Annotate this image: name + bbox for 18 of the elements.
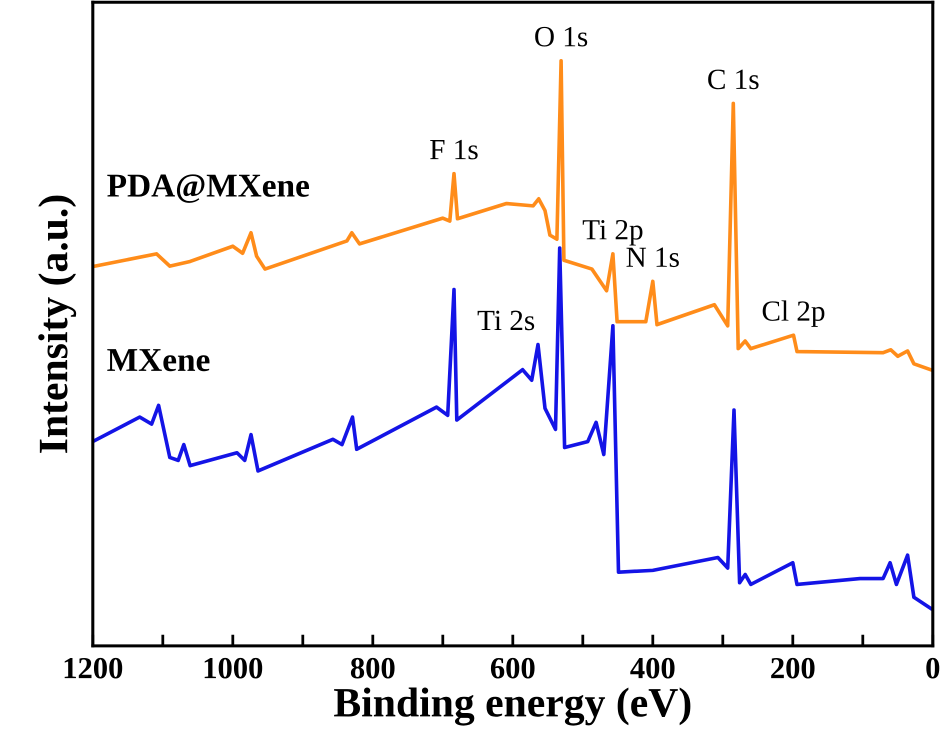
y-axis-title: Intensity (a.u.)	[38, 196, 76, 453]
x-tick-label: 1200	[64, 658, 122, 678]
x-tick-label: 200	[771, 658, 815, 678]
x-tick-label: 800	[350, 658, 395, 678]
series-label: PDA@MXene	[107, 174, 310, 203]
annotation: Cl 2p	[762, 300, 824, 327]
x-tick-label: 400	[630, 658, 675, 678]
x-tick-label: 0	[926, 658, 940, 678]
x-tick-label: 600	[490, 658, 535, 678]
annotation: N 1s	[626, 248, 679, 268]
annotation: Ti 2s	[478, 310, 534, 330]
annotation: C 1s	[708, 70, 759, 90]
annotation: O 1s	[535, 26, 588, 47]
series-label: MXene	[107, 349, 210, 372]
annotation: F 1s	[430, 140, 478, 160]
annotation: Ti 2p	[582, 220, 642, 246]
x-axis-title: Binding energy (eV)	[334, 687, 690, 726]
x-tick-label: 1000	[204, 658, 262, 678]
